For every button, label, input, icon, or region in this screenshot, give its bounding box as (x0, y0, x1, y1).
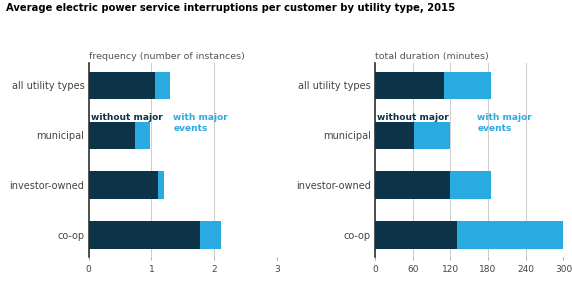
Text: with major
events: with major events (478, 113, 532, 133)
Bar (89, 221, 200, 249)
Text: total duration (minutes): total duration (minutes) (375, 52, 488, 61)
Bar (375, 72, 444, 99)
Bar (89, 171, 164, 199)
Bar (375, 171, 450, 199)
Bar (89, 72, 154, 99)
Bar (89, 122, 150, 149)
Text: Average electric power service interruptions per customer by utility type, 2015: Average electric power service interrupt… (6, 3, 455, 13)
Bar (375, 122, 450, 149)
Bar (375, 171, 491, 199)
Text: frequency (number of instances): frequency (number of instances) (89, 52, 245, 61)
Bar (375, 122, 414, 149)
Bar (89, 221, 221, 249)
Bar (89, 72, 170, 99)
Bar (89, 171, 158, 199)
Bar (375, 221, 456, 249)
Text: without major
events: without major events (377, 113, 448, 133)
Bar (375, 72, 491, 99)
Text: with major
events: with major events (173, 113, 228, 133)
Bar (89, 122, 134, 149)
Text: without major
events: without major events (90, 113, 162, 133)
Bar (375, 221, 563, 249)
